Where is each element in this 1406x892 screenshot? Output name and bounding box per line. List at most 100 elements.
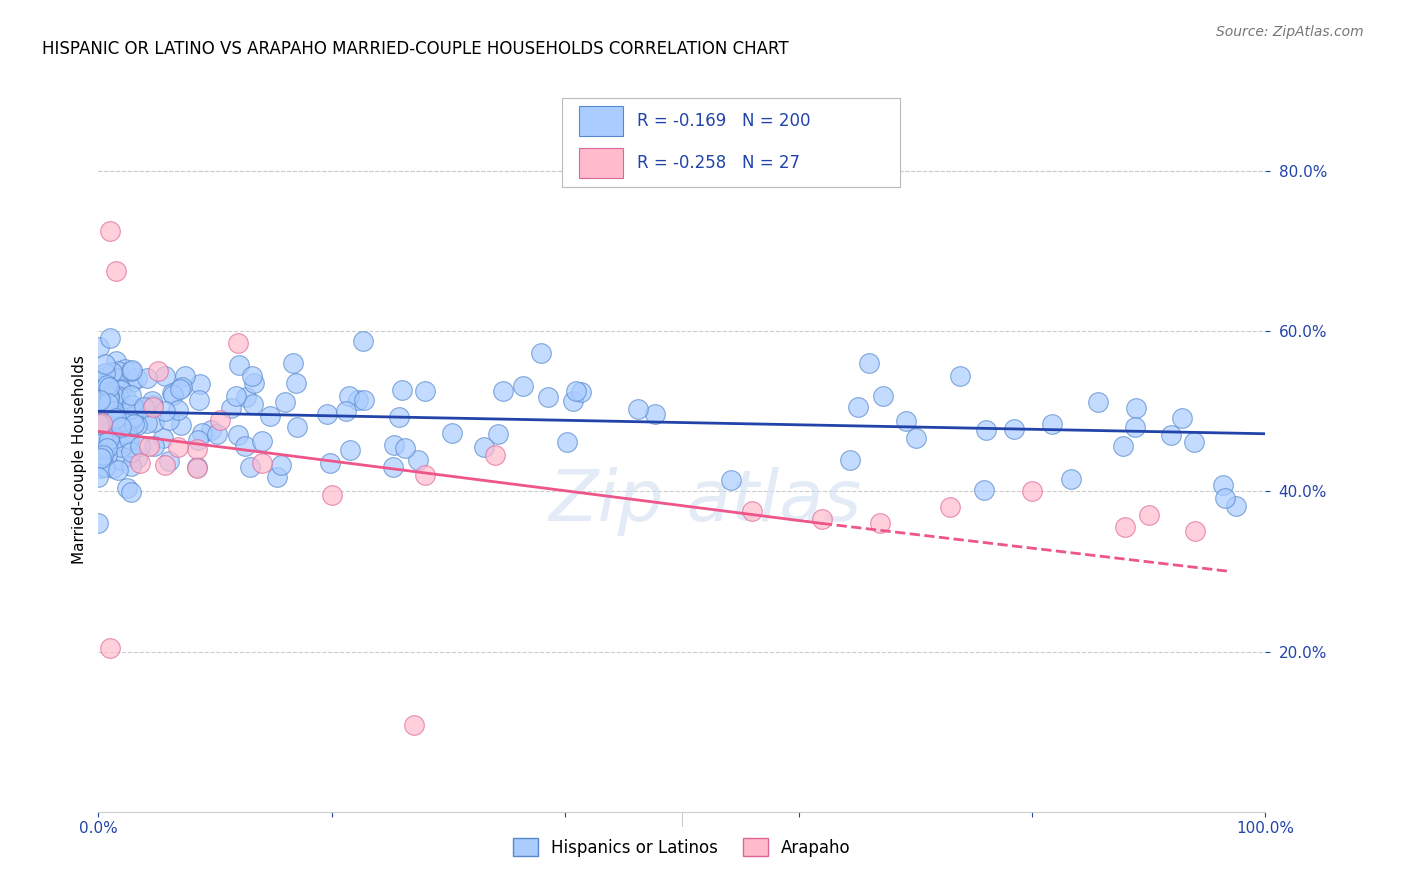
Point — [98, 433, 121, 447]
Bar — [579, 148, 623, 178]
Point — [98, 640, 121, 655]
Bar — [579, 106, 623, 136]
Text: HISPANIC OR LATINO VS ARAPAHO MARRIED-COUPLE HOUSEHOLDS CORRELATION CHART: HISPANIC OR LATINO VS ARAPAHO MARRIED-CO… — [42, 40, 789, 58]
Point — [1160, 427, 1182, 442]
Point — [321, 488, 343, 502]
Point — [188, 376, 211, 391]
Point — [155, 368, 177, 383]
Point — [555, 435, 578, 450]
Point — [89, 398, 111, 412]
Point — [394, 441, 416, 455]
Y-axis label: Married-couple Households: Married-couple Households — [72, 355, 87, 564]
Point — [120, 458, 142, 473]
Point — [87, 416, 110, 430]
Point — [905, 431, 928, 445]
Point — [105, 392, 128, 407]
Point — [228, 358, 250, 372]
Point — [142, 439, 165, 453]
Point — [103, 404, 125, 418]
Point — [644, 408, 666, 422]
Point — [115, 427, 138, 442]
Text: Zip atlas: Zip atlas — [548, 467, 862, 536]
Point — [335, 403, 357, 417]
Point — [114, 362, 136, 376]
Point — [87, 516, 110, 530]
Point — [1125, 401, 1147, 416]
Point — [1087, 395, 1109, 409]
Point — [121, 412, 143, 426]
Point — [128, 456, 150, 470]
Point — [243, 376, 266, 390]
Point — [97, 396, 120, 410]
Point — [285, 420, 308, 434]
Point — [143, 415, 166, 429]
Point — [98, 385, 121, 400]
Point — [121, 375, 143, 389]
Point — [117, 432, 139, 446]
Point — [90, 413, 112, 427]
Point — [157, 454, 180, 468]
Point — [100, 395, 122, 409]
Point — [90, 450, 112, 465]
Point — [89, 394, 111, 409]
Point — [166, 440, 188, 454]
Point — [352, 334, 374, 348]
Point — [846, 401, 869, 415]
Point — [104, 410, 127, 425]
Point — [87, 442, 110, 457]
Point — [93, 442, 115, 456]
Point — [228, 336, 250, 351]
Point — [110, 383, 132, 397]
Point — [91, 448, 114, 462]
Point — [94, 366, 117, 380]
Point — [142, 400, 165, 414]
Point — [91, 378, 114, 392]
Point — [118, 401, 141, 416]
Point — [1021, 484, 1043, 499]
Point — [569, 385, 592, 400]
Point — [250, 456, 273, 470]
Point — [811, 512, 834, 526]
Point — [87, 383, 110, 397]
Point — [339, 442, 361, 457]
Point — [125, 402, 148, 417]
Point — [233, 439, 256, 453]
Point — [565, 384, 588, 398]
Point — [242, 397, 264, 411]
Point — [101, 425, 124, 439]
Point — [869, 516, 891, 531]
Point — [127, 371, 149, 385]
Point — [87, 401, 110, 416]
Point — [105, 354, 128, 368]
Point — [103, 401, 125, 415]
Point — [94, 388, 117, 402]
Point — [91, 416, 114, 430]
Point — [226, 428, 249, 442]
Point — [89, 386, 111, 401]
Text: R = -0.169   N = 200: R = -0.169 N = 200 — [637, 112, 810, 130]
Point — [138, 439, 160, 453]
Point — [285, 376, 308, 390]
Point — [166, 403, 188, 417]
Point — [118, 405, 141, 419]
Point — [537, 390, 560, 404]
Point — [87, 417, 110, 431]
Point — [94, 357, 117, 371]
Point — [141, 398, 163, 412]
Point — [101, 366, 124, 380]
Point — [974, 423, 997, 437]
Point — [316, 407, 339, 421]
Point — [339, 389, 361, 403]
Point — [281, 356, 304, 370]
Point — [120, 364, 142, 378]
Point — [174, 368, 197, 383]
Point — [440, 425, 463, 440]
Point — [105, 431, 128, 445]
Point — [353, 393, 375, 408]
Point — [1171, 410, 1194, 425]
Point — [89, 392, 111, 407]
Point — [115, 481, 138, 495]
Point — [1123, 420, 1146, 434]
Point — [488, 427, 510, 442]
Point — [235, 390, 257, 404]
